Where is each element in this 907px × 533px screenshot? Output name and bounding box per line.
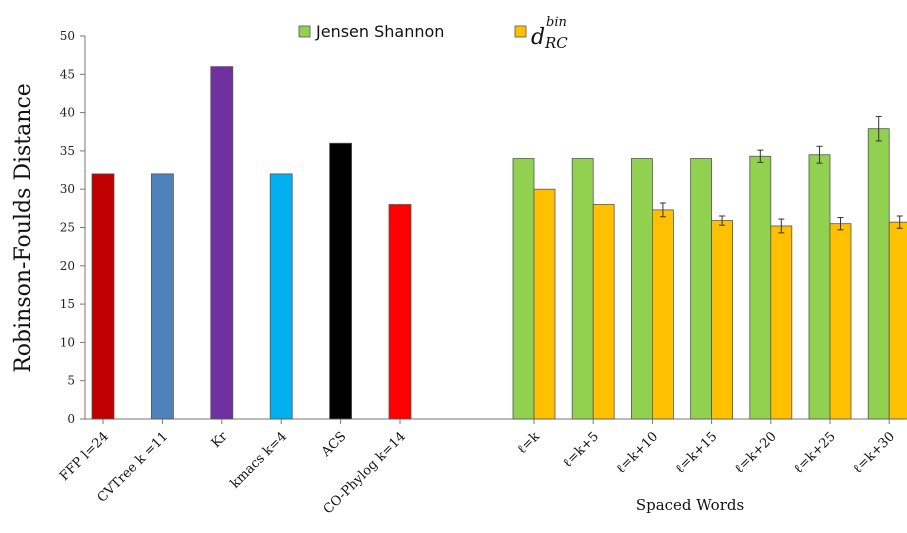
bar: [388, 204, 412, 420]
y-tick-label: 20: [60, 259, 75, 273]
x-tick-label: ℓ=k+5: [560, 429, 602, 471]
bar-d-bin-rc: [652, 209, 674, 420]
bar-jensen-shannon: [631, 158, 653, 420]
group-label: Spaced Words: [636, 496, 744, 514]
y-tick-label: 5: [67, 374, 75, 388]
bar-jensen-shannon: [749, 155, 772, 420]
x-tick-label: FFP l=24: [57, 429, 112, 484]
bar: [329, 142, 353, 420]
bar: [150, 173, 174, 420]
legend-swatch-jensen-shannon: [298, 25, 311, 38]
x-tick-label: ℓ=k+25: [791, 429, 839, 477]
legend-label-sub: RC: [544, 34, 568, 52]
bar-jensen-shannon: [867, 128, 890, 420]
bar: [210, 66, 234, 420]
x-tick-label: ℓ=k: [515, 429, 543, 457]
bar-d-bin-rc: [711, 220, 733, 420]
bar-jensen-shannon: [808, 154, 831, 420]
x-tick-label: kmacs k=4: [228, 429, 290, 491]
y-tick-label: 30: [60, 182, 75, 196]
x-tick-label: ℓ=k+15: [673, 429, 721, 477]
y-tick-label: 45: [60, 67, 75, 81]
bar: [269, 173, 293, 420]
x-tick-label: ACS: [318, 429, 349, 460]
bar-d-bin-rc: [533, 188, 556, 420]
bar-jensen-shannon: [690, 158, 712, 420]
bar: [91, 173, 115, 420]
legend-label-jensen-shannon: Jensen Shannon: [315, 22, 444, 41]
y-axis-label: Robinson-Foulds Distance: [11, 83, 36, 373]
y-tick-label: 15: [60, 297, 75, 311]
bar-d-bin-rc: [770, 225, 793, 420]
legend-label-d: d: [531, 25, 545, 50]
y-tick-label: 40: [60, 106, 75, 120]
y-tick-label: 25: [60, 221, 75, 235]
legend-swatch-d-bin-rc: [514, 25, 527, 38]
bar-d-bin-rc: [829, 223, 852, 420]
bar-jensen-shannon: [571, 158, 594, 420]
y-tick-label: 50: [60, 29, 75, 43]
x-tick-label: ℓ=k+30: [850, 429, 898, 477]
x-tick-label: ℓ=k+20: [732, 429, 780, 477]
y-tick-label: 35: [60, 144, 75, 158]
x-tick-label: Kr: [209, 429, 231, 451]
y-tick-label: 10: [60, 335, 75, 349]
bar-d-bin-rc: [888, 221, 907, 420]
bar-d-bin-rc: [592, 204, 615, 420]
x-tick-label: ℓ=k+10: [614, 429, 662, 477]
bars: [91, 66, 907, 420]
y-tick-label: 0: [67, 412, 75, 426]
legend-label-sup: bin: [546, 15, 567, 30]
bar-jensen-shannon: [512, 158, 535, 420]
